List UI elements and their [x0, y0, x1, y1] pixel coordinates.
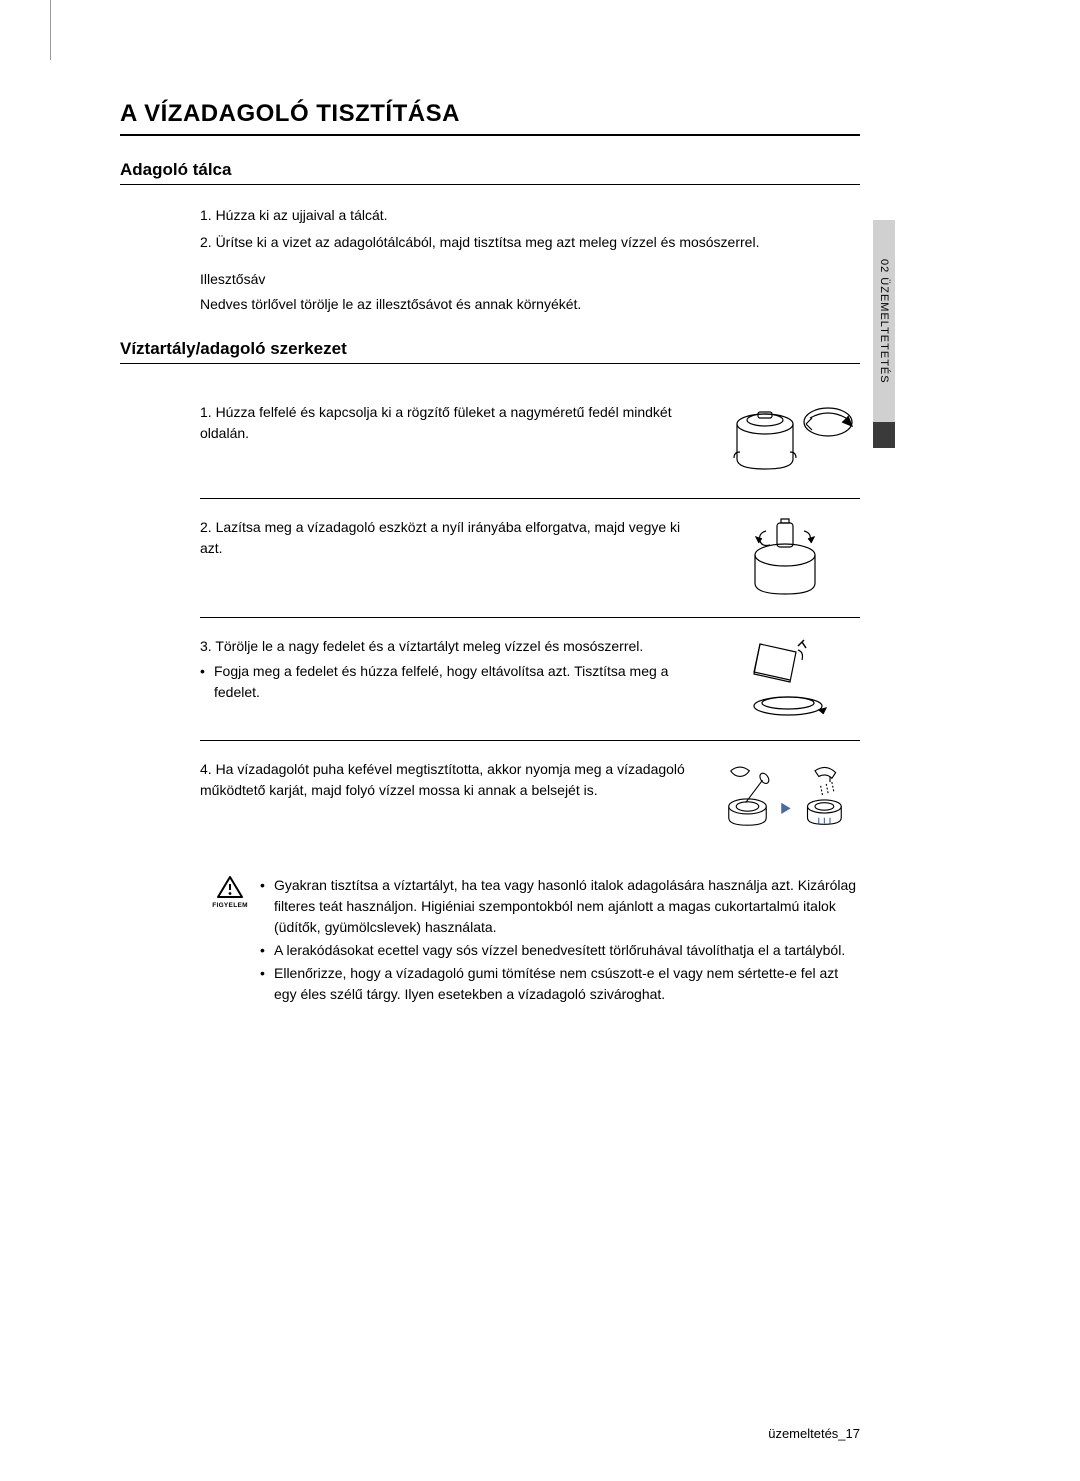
step-4: 4. Ha vízadagolót puha kefével megtisztí…: [200, 741, 860, 855]
caution-label: FIGYELEM: [200, 901, 260, 911]
page-footer: üzemeltetés_17: [768, 1426, 860, 1441]
side-tab: 02 ÜZEMELTETETÉS: [873, 220, 895, 422]
step-3-illustration: [710, 636, 860, 722]
page-content: A VÍZADAGOLÓ TISZTÍTÁSA Adagoló tálca 1.…: [120, 100, 860, 1007]
step-4-text: 4. Ha vízadagolót puha kefével megtisztí…: [200, 759, 710, 801]
section1-item-1: 1. Húzza ki az ujjaival a tálcát.: [200, 205, 860, 226]
section1-item-2: 2. Ürítse ki a vizet az adagolótálcából,…: [200, 232, 860, 253]
section1-para-heading: Illesztősáv: [200, 269, 860, 290]
page-title: A VÍZADAGOLÓ TISZTÍTÁSA: [120, 100, 860, 136]
steps-container: 1. Húzza felfelé és kapcsolja ki a rögzí…: [120, 384, 860, 855]
caution-item-1: •Gyakran tisztítsa a víztartályt, ha tea…: [260, 875, 860, 938]
step-2: 2. Lazítsa meg a vízadagoló eszközt a ny…: [200, 499, 860, 618]
caution-icon: FIGYELEM: [200, 875, 260, 911]
step-3-text: 3. Törölje le a nagy fedelet és a víztar…: [200, 636, 710, 703]
crop-mark: [50, 0, 51, 60]
caution-block: FIGYELEM •Gyakran tisztítsa a víztartály…: [120, 875, 860, 1007]
step-3-bullet: • Fogja meg a fedelet és húzza felfelé, …: [200, 661, 690, 703]
caution-item-3: •Ellenőrizze, hogy a vízadagoló gumi töm…: [260, 963, 860, 1005]
caution-item-2: •A lerakódásokat ecettel vagy sós vízzel…: [260, 940, 860, 961]
step-1-text: 1. Húzza felfelé és kapcsolja ki a rögzí…: [200, 402, 710, 444]
step-2-illustration: [710, 517, 860, 599]
section1-para-body: Nedves törlővel törölje le az illesztősá…: [200, 294, 860, 315]
side-tab-dark: [873, 422, 895, 448]
step-2-text: 2. Lazítsa meg a vízadagoló eszközt a ny…: [200, 517, 710, 559]
section2-heading: Víztartály/adagoló szerkezet: [120, 339, 860, 364]
step-1: 1. Húzza felfelé és kapcsolja ki a rögzí…: [200, 384, 860, 499]
section1-heading: Adagoló tálca: [120, 160, 860, 185]
step-1-illustration: [710, 402, 860, 480]
step-3: 3. Törölje le a nagy fedelet és a víztar…: [200, 618, 860, 741]
caution-text: •Gyakran tisztítsa a víztartályt, ha tea…: [260, 875, 860, 1007]
step-4-illustration: [710, 759, 860, 837]
section1-body: 1. Húzza ki az ujjaival a tálcát. 2. Ürí…: [120, 205, 860, 315]
